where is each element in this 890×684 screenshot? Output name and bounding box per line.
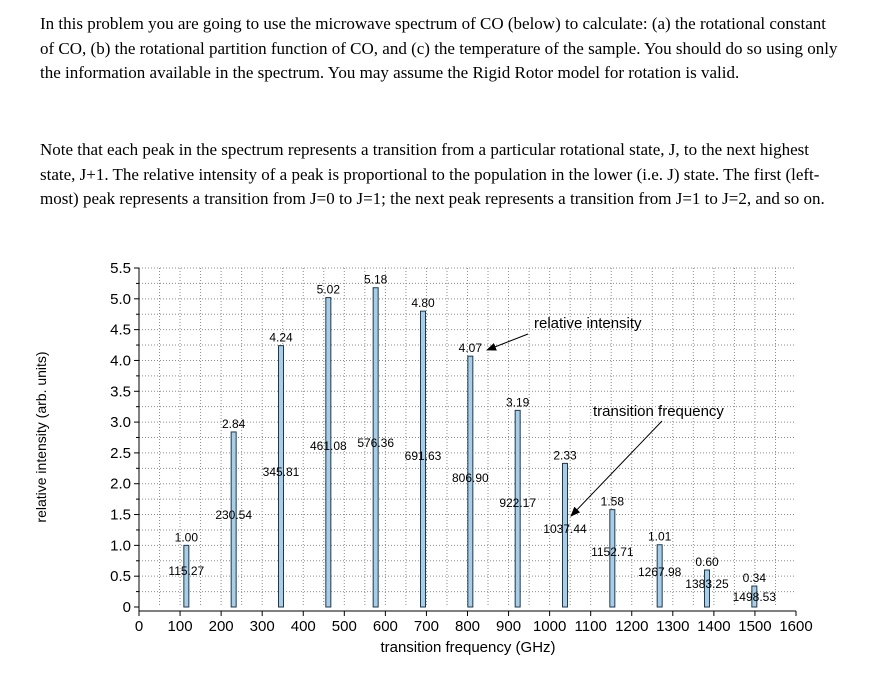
- y-tick-label: 0: [123, 599, 131, 616]
- frequency-label: 345.81: [263, 465, 300, 479]
- y-tick-label: 5.5: [110, 260, 131, 277]
- data-bar: [703, 569, 710, 608]
- frequency-label: 115.27: [168, 564, 204, 578]
- x-tick-label: 0: [135, 618, 143, 635]
- data-bar: [277, 345, 284, 608]
- value-label: 1.58: [601, 495, 625, 509]
- y-tick-label: 5.0: [110, 291, 131, 308]
- x-tick-label: 300: [250, 618, 275, 635]
- value-label: 0.60: [695, 555, 719, 569]
- value-label: 2.84: [222, 417, 246, 431]
- bars-layer: [183, 287, 758, 608]
- x-axis-title: transition frequency (GHz): [380, 639, 555, 656]
- x-tick-label: 100: [168, 618, 193, 635]
- y-tick-label: 1.0: [110, 537, 131, 554]
- data-bar: [325, 297, 332, 608]
- frequency-label: 806.90: [452, 471, 489, 485]
- y-tick-label: 0.5: [110, 568, 131, 585]
- data-bar: [467, 355, 474, 608]
- x-tick-label: 1200: [615, 618, 648, 635]
- x-tick-label: 700: [414, 618, 439, 635]
- annotation-transition-frequency: transition frequency: [593, 403, 724, 420]
- x-tick-label: 1100: [575, 618, 607, 635]
- x-tick-label: 600: [373, 618, 398, 635]
- labels-layer: 1.00 115.27 2.84 230.54 4.24 345.81 5.02 461.08…: [168, 273, 776, 604]
- x-tick-label: 1500: [738, 618, 771, 635]
- y-tick-label: 4.0: [110, 352, 131, 369]
- data-bar: [420, 310, 427, 608]
- frequency-label: 576.36: [357, 436, 394, 450]
- y-tick-label: 3.0: [110, 414, 131, 431]
- intro-paragraph-1: In this problem you are going to use the…: [40, 14, 838, 82]
- frequency-label: 461.08: [310, 439, 347, 453]
- value-label: 4.07: [459, 341, 483, 355]
- y-axis-title: relative intensity (arb. units): [33, 351, 49, 522]
- frequency-label: 922.17: [499, 496, 536, 510]
- value-label: 5.02: [317, 283, 341, 297]
- intro-paragraph-2: Note that each peak in the spectrum repr…: [40, 140, 825, 208]
- value-label: 1.01: [648, 530, 672, 544]
- x-tick-label: 1300: [656, 618, 689, 635]
- value-label: 4.80: [411, 296, 435, 310]
- x-tick-label: 500: [332, 618, 357, 635]
- frequency-label: 691.63: [405, 449, 442, 463]
- frequency-label: 230.54: [215, 508, 252, 522]
- value-label: 2.33: [553, 448, 577, 462]
- annotation-relative-intensity: relative intensity: [534, 315, 642, 332]
- y-tick-label: 2.0: [110, 476, 131, 493]
- x-tick-label: 1600: [779, 618, 812, 635]
- frequency-label: 1152.71: [591, 545, 634, 559]
- x-tick-label: 1400: [697, 618, 730, 635]
- x-tick-label: 1000: [533, 618, 566, 635]
- value-label: 1.00: [175, 530, 199, 544]
- y-tick-label: 3.5: [110, 383, 131, 400]
- data-bar: [656, 544, 663, 608]
- data-bar: [609, 509, 616, 608]
- value-label: 0.34: [743, 571, 767, 585]
- data-bar: [514, 409, 521, 608]
- frequency-label: 1383.25: [685, 577, 729, 591]
- data-bar: [372, 287, 379, 608]
- data-bar: [230, 431, 237, 608]
- data-bar: [183, 544, 190, 608]
- frequency-label: 1037.44: [543, 522, 587, 536]
- data-bar: [751, 585, 758, 608]
- x-tick-label: 400: [291, 618, 316, 635]
- axes-layer: 0 0.5 1.0 1.5 2.0 2.5 3.0 3.5 4.0 4.5 5.0 5.5 0 100 20…: [110, 260, 813, 635]
- value-label: 3.19: [506, 395, 530, 409]
- frequency-label: 1267.98: [638, 565, 682, 579]
- y-tick-label: 2.5: [110, 445, 131, 462]
- data-bar: [561, 462, 568, 608]
- arrow-relative-intensity: [486, 333, 529, 351]
- value-label: 5.18: [364, 273, 388, 287]
- arrow-transition-frequency: [570, 420, 663, 517]
- x-tick-label: 800: [455, 618, 480, 635]
- x-tick-label: 900: [496, 618, 521, 635]
- frequency-label: 1498.53: [733, 590, 777, 604]
- value-label: 4.24: [269, 331, 293, 345]
- y-tick-label: 1.5: [110, 507, 131, 524]
- x-tick-label: 200: [209, 618, 234, 635]
- y-tick-label: 4.5: [110, 322, 131, 339]
